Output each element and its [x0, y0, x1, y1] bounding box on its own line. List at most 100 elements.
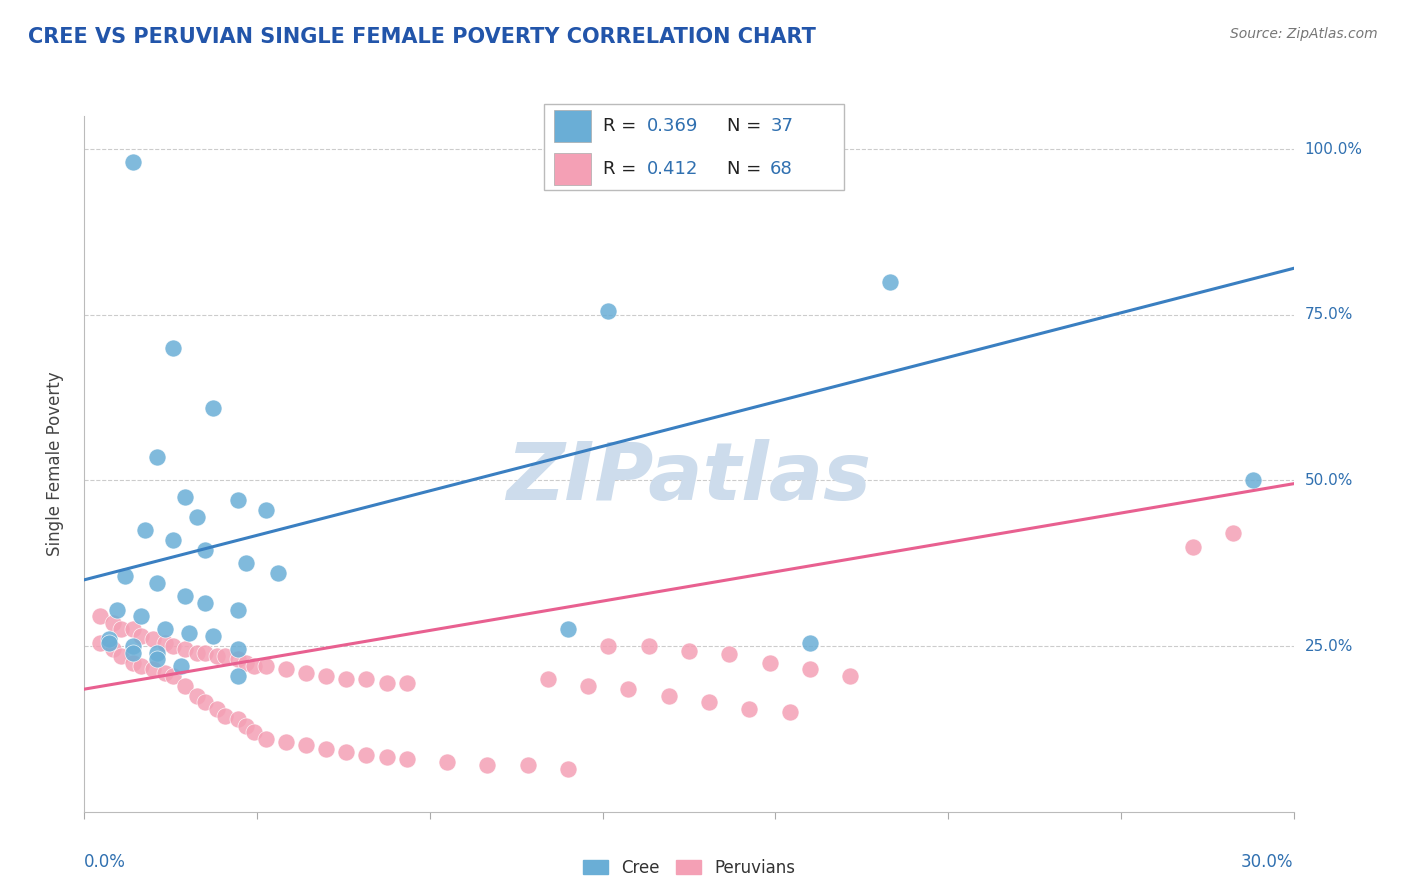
- Point: [146, 450, 169, 465]
- Point: [202, 629, 225, 643]
- Point: [194, 596, 217, 610]
- Point: [153, 636, 176, 650]
- Point: [879, 275, 901, 289]
- Point: [174, 642, 197, 657]
- Point: [89, 636, 111, 650]
- Point: [146, 576, 169, 591]
- Y-axis label: Single Female Poverty: Single Female Poverty: [45, 372, 63, 556]
- Point: [335, 745, 357, 759]
- Text: N =: N =: [727, 160, 766, 178]
- Point: [226, 493, 249, 508]
- Point: [557, 762, 579, 776]
- Point: [226, 712, 249, 726]
- Point: [226, 652, 249, 666]
- Point: [799, 636, 821, 650]
- Text: R =: R =: [603, 160, 643, 178]
- Point: [436, 755, 458, 769]
- Point: [658, 689, 681, 703]
- Point: [162, 639, 184, 653]
- Point: [375, 675, 398, 690]
- Point: [207, 648, 229, 663]
- Point: [186, 689, 208, 703]
- Point: [1222, 526, 1244, 541]
- Point: [242, 659, 264, 673]
- Legend: Cree, Peruvians: Cree, Peruvians: [576, 852, 801, 883]
- Text: 0.412: 0.412: [647, 160, 697, 178]
- Text: R =: R =: [603, 117, 643, 135]
- Point: [1241, 474, 1264, 488]
- Point: [179, 625, 201, 640]
- Point: [678, 644, 700, 658]
- Point: [254, 659, 277, 673]
- FancyBboxPatch shape: [544, 104, 845, 190]
- Point: [146, 652, 169, 666]
- Point: [114, 569, 136, 583]
- Point: [129, 629, 152, 643]
- Point: [395, 752, 418, 766]
- Point: [101, 642, 124, 657]
- Point: [226, 669, 249, 683]
- Point: [174, 590, 197, 604]
- Point: [142, 662, 165, 676]
- Point: [110, 623, 132, 637]
- Point: [121, 155, 143, 169]
- Point: [194, 543, 217, 558]
- Point: [162, 341, 184, 355]
- Point: [315, 669, 337, 683]
- Point: [153, 665, 176, 680]
- Point: [235, 718, 257, 732]
- Point: [207, 702, 229, 716]
- Point: [121, 656, 143, 670]
- Point: [356, 748, 378, 763]
- Point: [110, 648, 132, 663]
- Text: N =: N =: [727, 117, 766, 135]
- Point: [162, 533, 184, 547]
- Point: [254, 731, 277, 746]
- FancyBboxPatch shape: [554, 153, 591, 185]
- Point: [194, 646, 217, 660]
- Point: [477, 758, 499, 772]
- Point: [356, 672, 378, 686]
- Point: [226, 642, 249, 657]
- Point: [97, 636, 120, 650]
- Point: [153, 623, 176, 637]
- Text: ZIPatlas: ZIPatlas: [506, 439, 872, 516]
- Text: 50.0%: 50.0%: [1305, 473, 1353, 488]
- Point: [186, 509, 208, 524]
- Point: [142, 632, 165, 647]
- Point: [295, 739, 318, 753]
- Point: [738, 702, 761, 716]
- Point: [697, 695, 720, 709]
- Point: [315, 741, 337, 756]
- Point: [799, 662, 821, 676]
- Point: [129, 659, 152, 673]
- Point: [202, 401, 225, 415]
- Point: [235, 556, 257, 570]
- Point: [254, 503, 277, 517]
- Point: [375, 750, 398, 764]
- Point: [557, 623, 579, 637]
- Point: [186, 646, 208, 660]
- Text: 30.0%: 30.0%: [1241, 854, 1294, 871]
- Point: [617, 682, 640, 697]
- Point: [839, 669, 862, 683]
- Text: CREE VS PERUVIAN SINGLE FEMALE POVERTY CORRELATION CHART: CREE VS PERUVIAN SINGLE FEMALE POVERTY C…: [28, 27, 815, 46]
- Point: [101, 615, 124, 630]
- Point: [226, 602, 249, 616]
- Point: [170, 659, 193, 673]
- Point: [537, 672, 560, 686]
- Text: 75.0%: 75.0%: [1305, 307, 1353, 322]
- FancyBboxPatch shape: [554, 110, 591, 142]
- Point: [335, 672, 357, 686]
- Text: 0.0%: 0.0%: [84, 854, 127, 871]
- Point: [637, 639, 659, 653]
- Point: [779, 706, 801, 720]
- Text: 0.369: 0.369: [647, 117, 697, 135]
- Point: [174, 679, 197, 693]
- Point: [121, 639, 143, 653]
- Text: 25.0%: 25.0%: [1305, 639, 1353, 654]
- Text: 68: 68: [770, 160, 793, 178]
- Point: [89, 609, 111, 624]
- Point: [718, 647, 741, 661]
- Point: [267, 566, 290, 581]
